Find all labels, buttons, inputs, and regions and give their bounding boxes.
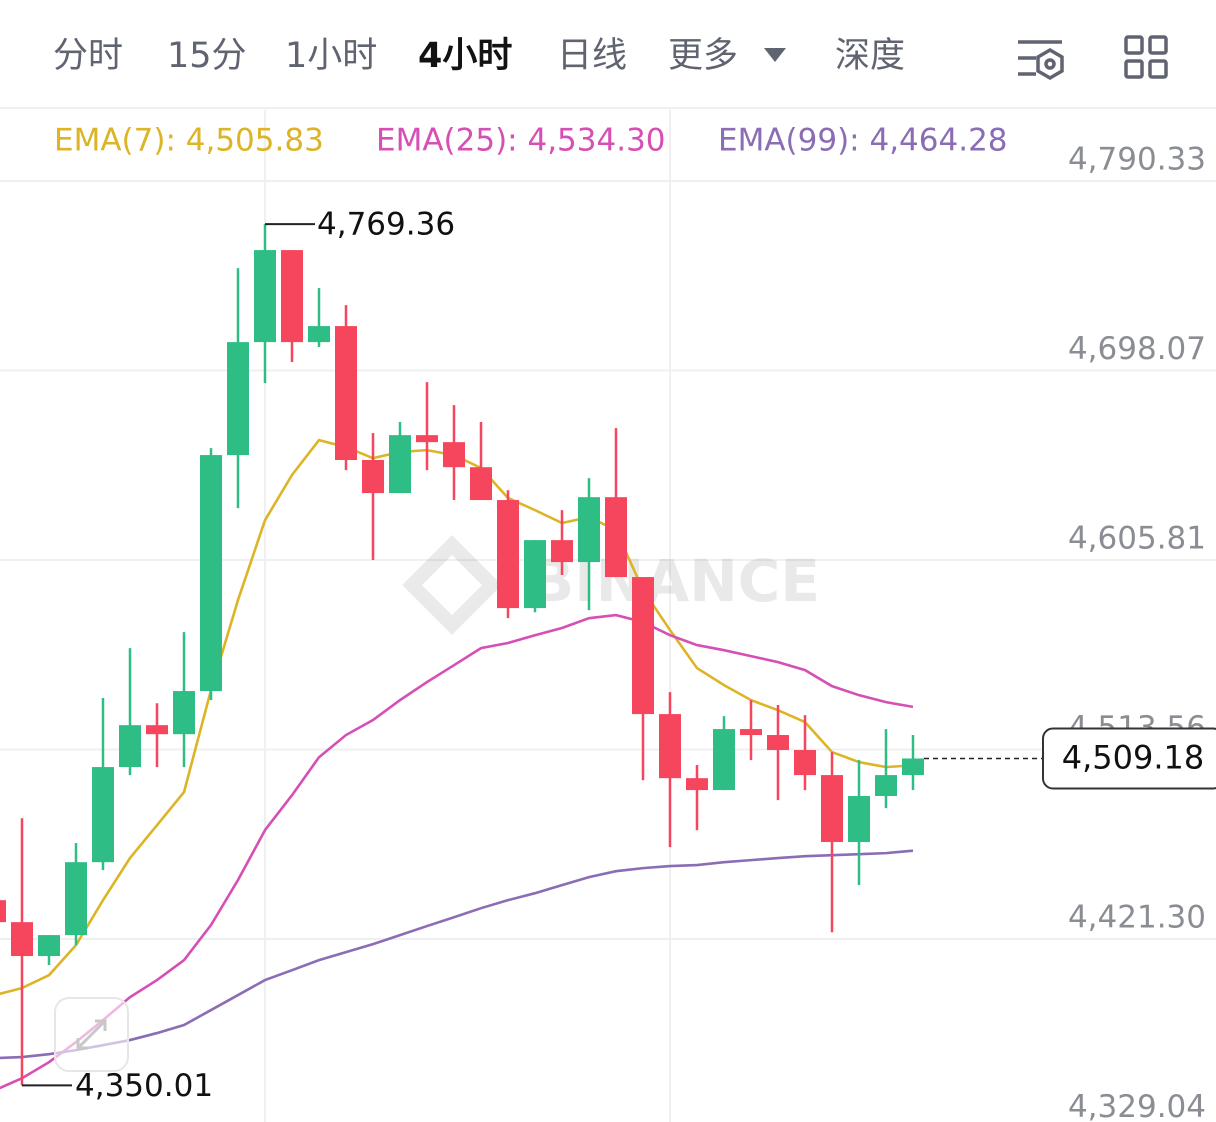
y-tick-label: 4,421.30 [1068,899,1206,935]
candle-body [281,250,303,343]
candle-body [146,725,168,735]
candle-body [524,540,546,609]
candle-body [173,691,195,735]
last-price-tag [1042,727,1216,790]
candle-body [389,435,411,494]
y-tick-label: 4,605.81 [1068,521,1206,557]
candle-body [659,714,681,779]
ema-line [0,849,914,1060]
candle-body [38,935,60,957]
candles [0,224,924,1086]
ema-line [0,613,914,1090]
candle-body [821,775,843,843]
tab[interactable]: 分时 [53,36,123,76]
candle-body [200,455,222,692]
candle-body [227,342,249,456]
candle-body [794,750,816,776]
candle-body [443,442,465,468]
candle-body [92,767,114,863]
legend-entry: EMA(99): 4,464.28 [718,123,1008,159]
candle-body [902,758,924,776]
candle-body [308,326,330,343]
expand-button[interactable] [54,997,129,1072]
candle-body [632,577,654,715]
candle-body [335,326,357,460]
candle-body [713,729,735,791]
y-tick-label: 4,329.04 [1068,1089,1206,1122]
tab[interactable]: 4小时 [418,36,512,76]
candle-body [551,540,573,563]
candle-body [497,500,519,609]
candle-body [686,778,708,791]
candle-body [0,900,6,923]
tab[interactable]: 15分 [167,36,247,76]
candle-body [416,435,438,443]
legend-entry: EMA(7): 4,505.83 [54,123,324,159]
annotations: 4,769.36 4,350.01 4,509.18 [22,207,1216,1104]
candle-body [605,497,627,578]
low-marker-label: 4,350.01 [75,1068,213,1104]
candle-body [767,735,789,751]
tab[interactable]: 日线 [557,36,627,76]
watermark-text: BINANCE [530,547,820,615]
candle-body [254,250,276,343]
settings-icon[interactable] [1018,40,1064,81]
high-marker-label: 4,769.36 [317,207,455,243]
candle-body [11,922,33,957]
dropdown-arrow[interactable] [764,48,786,62]
candle-body [875,775,897,797]
candle-body [470,467,492,501]
legend: EMA(7): 4,505.83 EMA(25): 4,534.30 EMA(99)… [54,123,1008,159]
tab[interactable]: 1小时 [285,36,377,76]
y-tick-label: 4,698.07 [1068,331,1206,367]
y-tick-label: 4,790.33 [1068,142,1206,178]
candle-body [578,497,600,563]
candle-body [362,459,384,494]
candle-body [740,729,762,736]
tab[interactable]: 深度 [835,36,905,76]
timeframe-tabs: 分时 15分 1小时 4小时 日线 更多 深度 [53,36,905,76]
last-price-label: 4,509.18 [1062,738,1205,776]
layout-icon[interactable] [1124,35,1168,79]
candle-body [119,725,141,768]
tab[interactable]: 更多 [668,36,738,76]
legend-entry: EMA(25): 4,534.30 [376,123,666,159]
candle-body [848,796,870,843]
watermark: BINANCE [402,535,820,635]
candle-body [65,862,87,936]
